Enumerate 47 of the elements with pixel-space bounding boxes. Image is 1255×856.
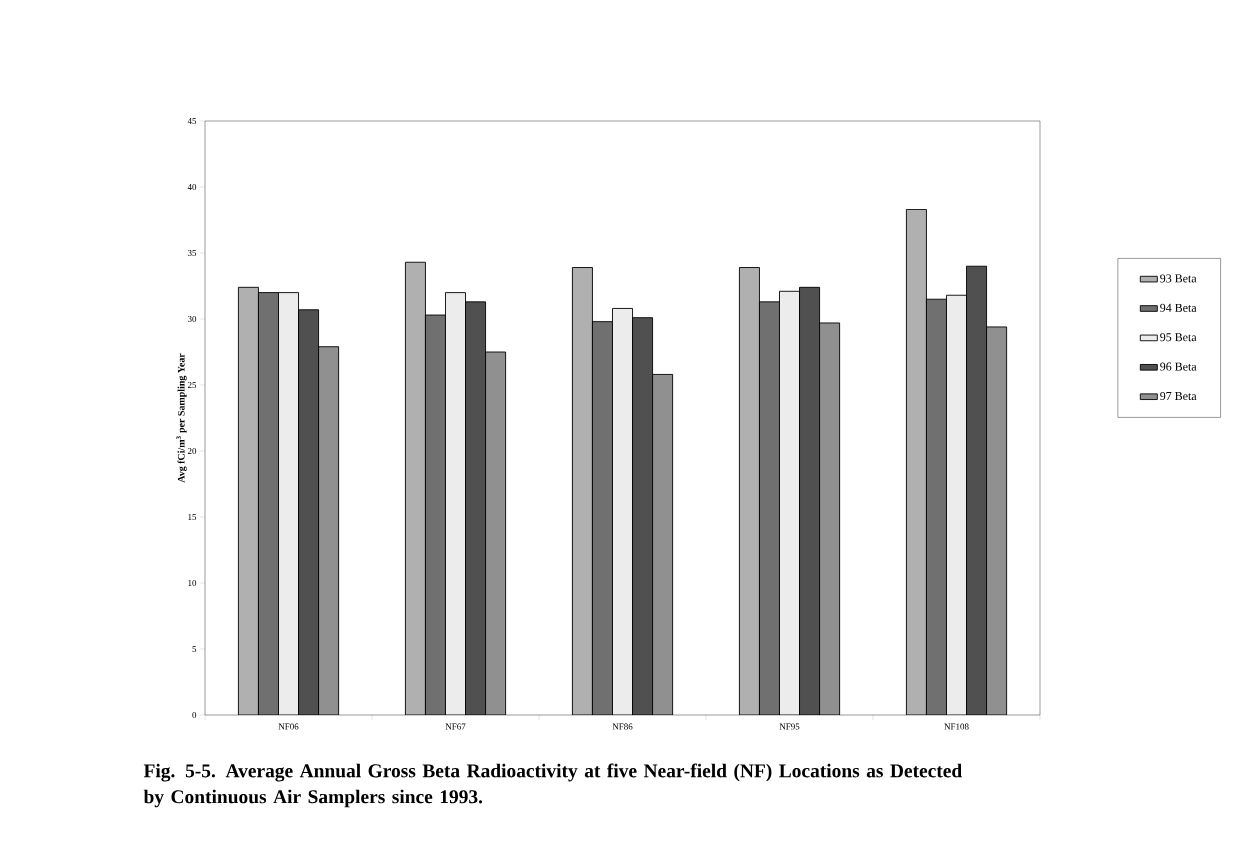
bar	[738, 267, 760, 715]
bar	[425, 314, 446, 715]
bar	[986, 326, 1008, 715]
x-tick-label: NF86	[612, 723, 633, 730]
bar	[278, 292, 299, 715]
bar	[298, 309, 320, 715]
y-tick-label: 15	[188, 514, 197, 521]
y-tick-label: 45	[187, 118, 197, 125]
legend-label: 95 Beta	[1160, 333, 1197, 342]
x-tick-label: NF67	[445, 723, 466, 730]
x-tick-label: NF95	[779, 723, 800, 730]
y-tick-label: 35	[187, 249, 197, 257]
bar	[485, 351, 507, 715]
bar	[612, 308, 633, 715]
bar	[799, 286, 821, 715]
legend-label: 94 Beta	[1160, 303, 1197, 312]
bar	[632, 317, 654, 715]
bar	[759, 301, 780, 715]
y-tick-label: 5	[192, 646, 197, 652]
bar	[465, 301, 487, 715]
bar	[404, 261, 426, 715]
y-tick-label: 10	[188, 579, 197, 587]
bar	[445, 292, 466, 715]
bar	[652, 374, 674, 715]
y-tick-label: 0	[192, 711, 197, 719]
y-axis-title: Avg fCi/m$^{3}$ per Sampling Year	[176, 353, 187, 483]
bar	[779, 290, 800, 715]
bar	[946, 294, 967, 715]
bar	[592, 321, 613, 715]
legend-label: 93 Beta	[1160, 274, 1197, 283]
y-tick-label: 20	[187, 447, 197, 455]
bar	[318, 346, 340, 715]
bar	[571, 267, 593, 715]
bar	[926, 298, 947, 715]
bar	[905, 209, 927, 715]
bar	[237, 286, 259, 715]
y-tick-label: 40	[187, 183, 197, 191]
y-tick-label: 25	[187, 381, 197, 389]
bar	[258, 292, 279, 715]
x-tick-label: NF108	[944, 723, 969, 730]
text: Fig. 5-5. Average Annual Gross Beta Radioactivity at five Near-field (NF) Locations as Detected by Continuous Air Samplers since 1993.	[143, 763, 962, 808]
x-tick-label: NF06	[278, 723, 299, 730]
y-tick-label: 30	[187, 315, 197, 323]
legend-label: 96 Beta	[1160, 362, 1197, 371]
legend-label: 97 Beta	[1160, 391, 1197, 401]
bar	[819, 322, 841, 715]
bar	[966, 265, 988, 715]
